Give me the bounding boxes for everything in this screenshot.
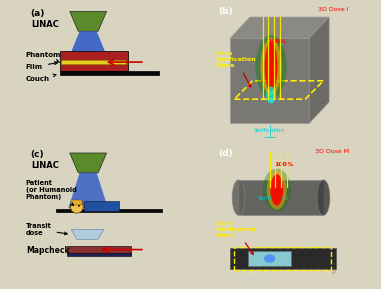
Text: LINAC: LINAC bbox=[32, 20, 59, 29]
Bar bbox=[60, 71, 159, 75]
Ellipse shape bbox=[317, 180, 330, 215]
Circle shape bbox=[70, 201, 83, 213]
Ellipse shape bbox=[256, 35, 287, 99]
Text: MapCheck2: MapCheck2 bbox=[234, 277, 263, 281]
Text: Verification: Verification bbox=[254, 128, 285, 133]
Text: Transit
dose: Transit dose bbox=[26, 223, 67, 236]
Text: 3D Dose M: 3D Dose M bbox=[315, 149, 349, 154]
Ellipse shape bbox=[263, 168, 291, 211]
Text: Dose
Verification
Plane: Dose Verification Plane bbox=[216, 221, 256, 254]
Polygon shape bbox=[230, 17, 329, 38]
Text: Mapcheck: Mapcheck bbox=[26, 246, 69, 255]
Bar bbox=[60, 51, 128, 71]
Text: Couch: Couch bbox=[26, 74, 56, 82]
Polygon shape bbox=[71, 201, 82, 205]
Bar bbox=[84, 201, 119, 211]
Polygon shape bbox=[68, 173, 108, 208]
Polygon shape bbox=[67, 31, 109, 62]
Polygon shape bbox=[71, 229, 104, 239]
Text: (c): (c) bbox=[30, 150, 44, 159]
Text: (a): (a) bbox=[30, 9, 45, 18]
Bar bbox=[239, 180, 323, 215]
Text: P: P bbox=[331, 270, 336, 276]
Text: LINAC: LINAC bbox=[32, 162, 59, 171]
Circle shape bbox=[78, 205, 80, 207]
Text: Film: Film bbox=[26, 62, 57, 70]
Ellipse shape bbox=[261, 38, 282, 95]
Bar bbox=[248, 251, 291, 266]
Text: Verification: Verification bbox=[258, 196, 289, 201]
Bar bbox=[234, 247, 331, 270]
Bar bbox=[67, 253, 131, 256]
Ellipse shape bbox=[271, 174, 283, 205]
Ellipse shape bbox=[264, 254, 275, 263]
Text: 3D Dose I: 3D Dose I bbox=[319, 7, 349, 12]
Ellipse shape bbox=[267, 170, 287, 210]
Ellipse shape bbox=[266, 86, 276, 103]
Text: Patient
(or Humanoid
Phantom): Patient (or Humanoid Phantom) bbox=[26, 180, 77, 205]
Text: 100%: 100% bbox=[267, 38, 287, 44]
Text: (b): (b) bbox=[219, 7, 233, 16]
Bar bbox=[61, 60, 126, 64]
Text: Dose
Verification
Plane: Dose Verification Plane bbox=[216, 51, 256, 87]
Bar bbox=[67, 246, 131, 253]
Text: 100%: 100% bbox=[274, 162, 293, 167]
Ellipse shape bbox=[265, 42, 277, 91]
Text: Phantom: Phantom bbox=[26, 52, 61, 62]
Polygon shape bbox=[70, 153, 107, 173]
Text: (d): (d) bbox=[219, 149, 233, 158]
Bar bbox=[230, 248, 336, 269]
Polygon shape bbox=[309, 17, 329, 123]
Ellipse shape bbox=[232, 180, 245, 215]
Polygon shape bbox=[230, 38, 309, 123]
Bar bbox=[56, 208, 162, 212]
Polygon shape bbox=[70, 11, 107, 31]
